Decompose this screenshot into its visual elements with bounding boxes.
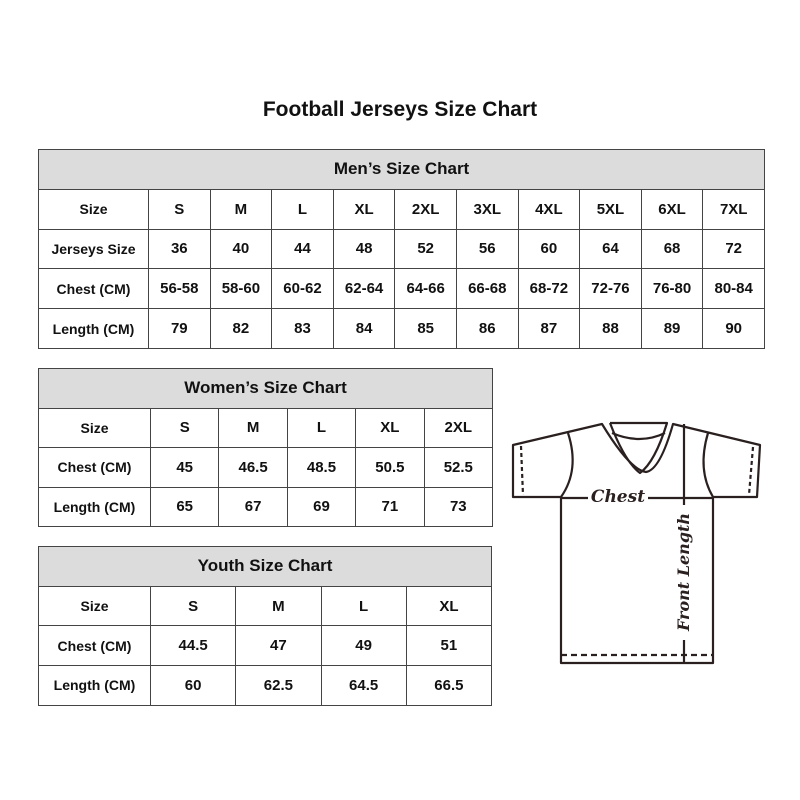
table-cell: 64.5: [320, 665, 407, 706]
table-cell: 60-62: [271, 268, 334, 310]
table-cell: 87: [517, 308, 581, 349]
table-heading: Youth Size Chart: [37, 546, 493, 587]
table-cell: 67: [218, 486, 288, 527]
table-cell: 72-76: [579, 268, 642, 310]
table-cell: 66.5: [405, 665, 493, 706]
table-row: Length (CM) 60 62.5 64.5 66.5: [38, 665, 493, 706]
table-cell: 44.5: [149, 625, 237, 667]
table-cell: 45: [149, 447, 220, 488]
table-cell: 52.5: [423, 447, 494, 488]
collar: [608, 421, 669, 475]
table-cell: L: [271, 188, 334, 230]
table-cell: 73: [423, 486, 494, 527]
table-cell: 60: [149, 665, 237, 706]
table-row: Chest (CM) 44.5 47 49 51: [38, 625, 493, 667]
table-cell: 51: [405, 625, 493, 667]
table-row: Size S M L XL: [38, 585, 493, 627]
table-cell: 40: [209, 228, 273, 270]
table-cell: 6XL: [640, 188, 704, 230]
table-row: Length (CM) 79 82 83 84 85 86 87 88 89 90: [38, 308, 766, 349]
table-cell: 79: [148, 308, 211, 349]
page-title: Football Jerseys Size Chart: [262, 98, 538, 121]
table-heading: Men’s Size Chart: [37, 149, 766, 190]
table-cell: 44: [271, 228, 334, 270]
table-cell: L: [320, 585, 407, 627]
womens-size-table: Women’s Size Chart Size S M L XL 2XL Chest (CM)…: [37, 368, 494, 527]
table-cell: 7XL: [702, 188, 766, 230]
table-cell: 90: [702, 308, 766, 349]
table-cell: 68: [640, 228, 704, 270]
table-cell: 86: [455, 308, 519, 349]
table-cell: 80-84: [702, 268, 766, 310]
jersey-outline: [511, 422, 762, 665]
table-cell: 84: [332, 308, 396, 349]
left-sleeve-seam: [560, 432, 574, 498]
row-label: Length (CM): [38, 486, 151, 527]
youth-size-table: Youth Size Chart Size S M L XL Chest (CM) 44.5 4…: [37, 546, 493, 706]
row-label: Size: [38, 188, 149, 230]
table-cell: 48: [332, 228, 396, 270]
row-label: Size: [38, 407, 151, 448]
table-cell: 2XL: [423, 407, 494, 448]
table-cell: XL: [332, 188, 396, 230]
table-cell: 69: [286, 486, 357, 527]
table-cell: 47: [235, 625, 322, 667]
table-cell: 71: [355, 486, 425, 527]
row-label: Chest (CM): [38, 625, 151, 667]
chest-label: Chest: [591, 487, 645, 507]
table-cell: 5XL: [579, 188, 642, 230]
table-cell: 62-64: [332, 268, 396, 310]
table-cell: S: [149, 585, 237, 627]
table-cell: 48.5: [286, 447, 357, 488]
table-row: Length (CM) 65 67 69 71 73: [38, 486, 494, 527]
table-cell: 50.5: [355, 447, 425, 488]
table-row: Size S M L XL 2XL: [38, 407, 494, 448]
table-cell: XL: [405, 585, 493, 627]
mens-size-table: Men’s Size Chart Size S M L XL 2XL 3XL 4XL 5XL 6XL…: [37, 149, 766, 349]
table-cell: 65: [149, 486, 220, 527]
table-row: Jerseys Size 36 40 44 48 52 56 60 64 68 72: [38, 228, 766, 270]
table-cell: 62.5: [235, 665, 322, 706]
row-label: Size: [38, 585, 151, 627]
table-cell: 60: [517, 228, 581, 270]
table-cell: 88: [579, 308, 642, 349]
table-cell: 68-72: [517, 268, 581, 310]
row-label: Length (CM): [38, 308, 149, 349]
table-cell: 66-68: [455, 268, 519, 310]
table-cell: 85: [394, 308, 457, 349]
table-cell: 76-80: [640, 268, 704, 310]
row-label: Jerseys Size: [38, 228, 149, 270]
table-cell: M: [218, 407, 288, 448]
table-cell: 82: [209, 308, 273, 349]
table-cell: L: [286, 407, 357, 448]
table-cell: 49: [320, 625, 407, 667]
table-cell: 56-58: [148, 268, 211, 310]
table-row: Size S M L XL 2XL 3XL 4XL 5XL 6XL 7XL: [38, 188, 766, 230]
table-cell: M: [235, 585, 322, 627]
table-cell: XL: [355, 407, 425, 448]
front-length-label: Front Length: [674, 513, 693, 632]
table-cell: 36: [148, 228, 211, 270]
right-sleeve-seam: [702, 432, 714, 498]
table-heading: Women’s Size Chart: [37, 368, 494, 409]
table-row: Chest (CM) 45 46.5 48.5 50.5 52.5: [38, 447, 494, 488]
row-label: Chest (CM): [38, 447, 151, 488]
